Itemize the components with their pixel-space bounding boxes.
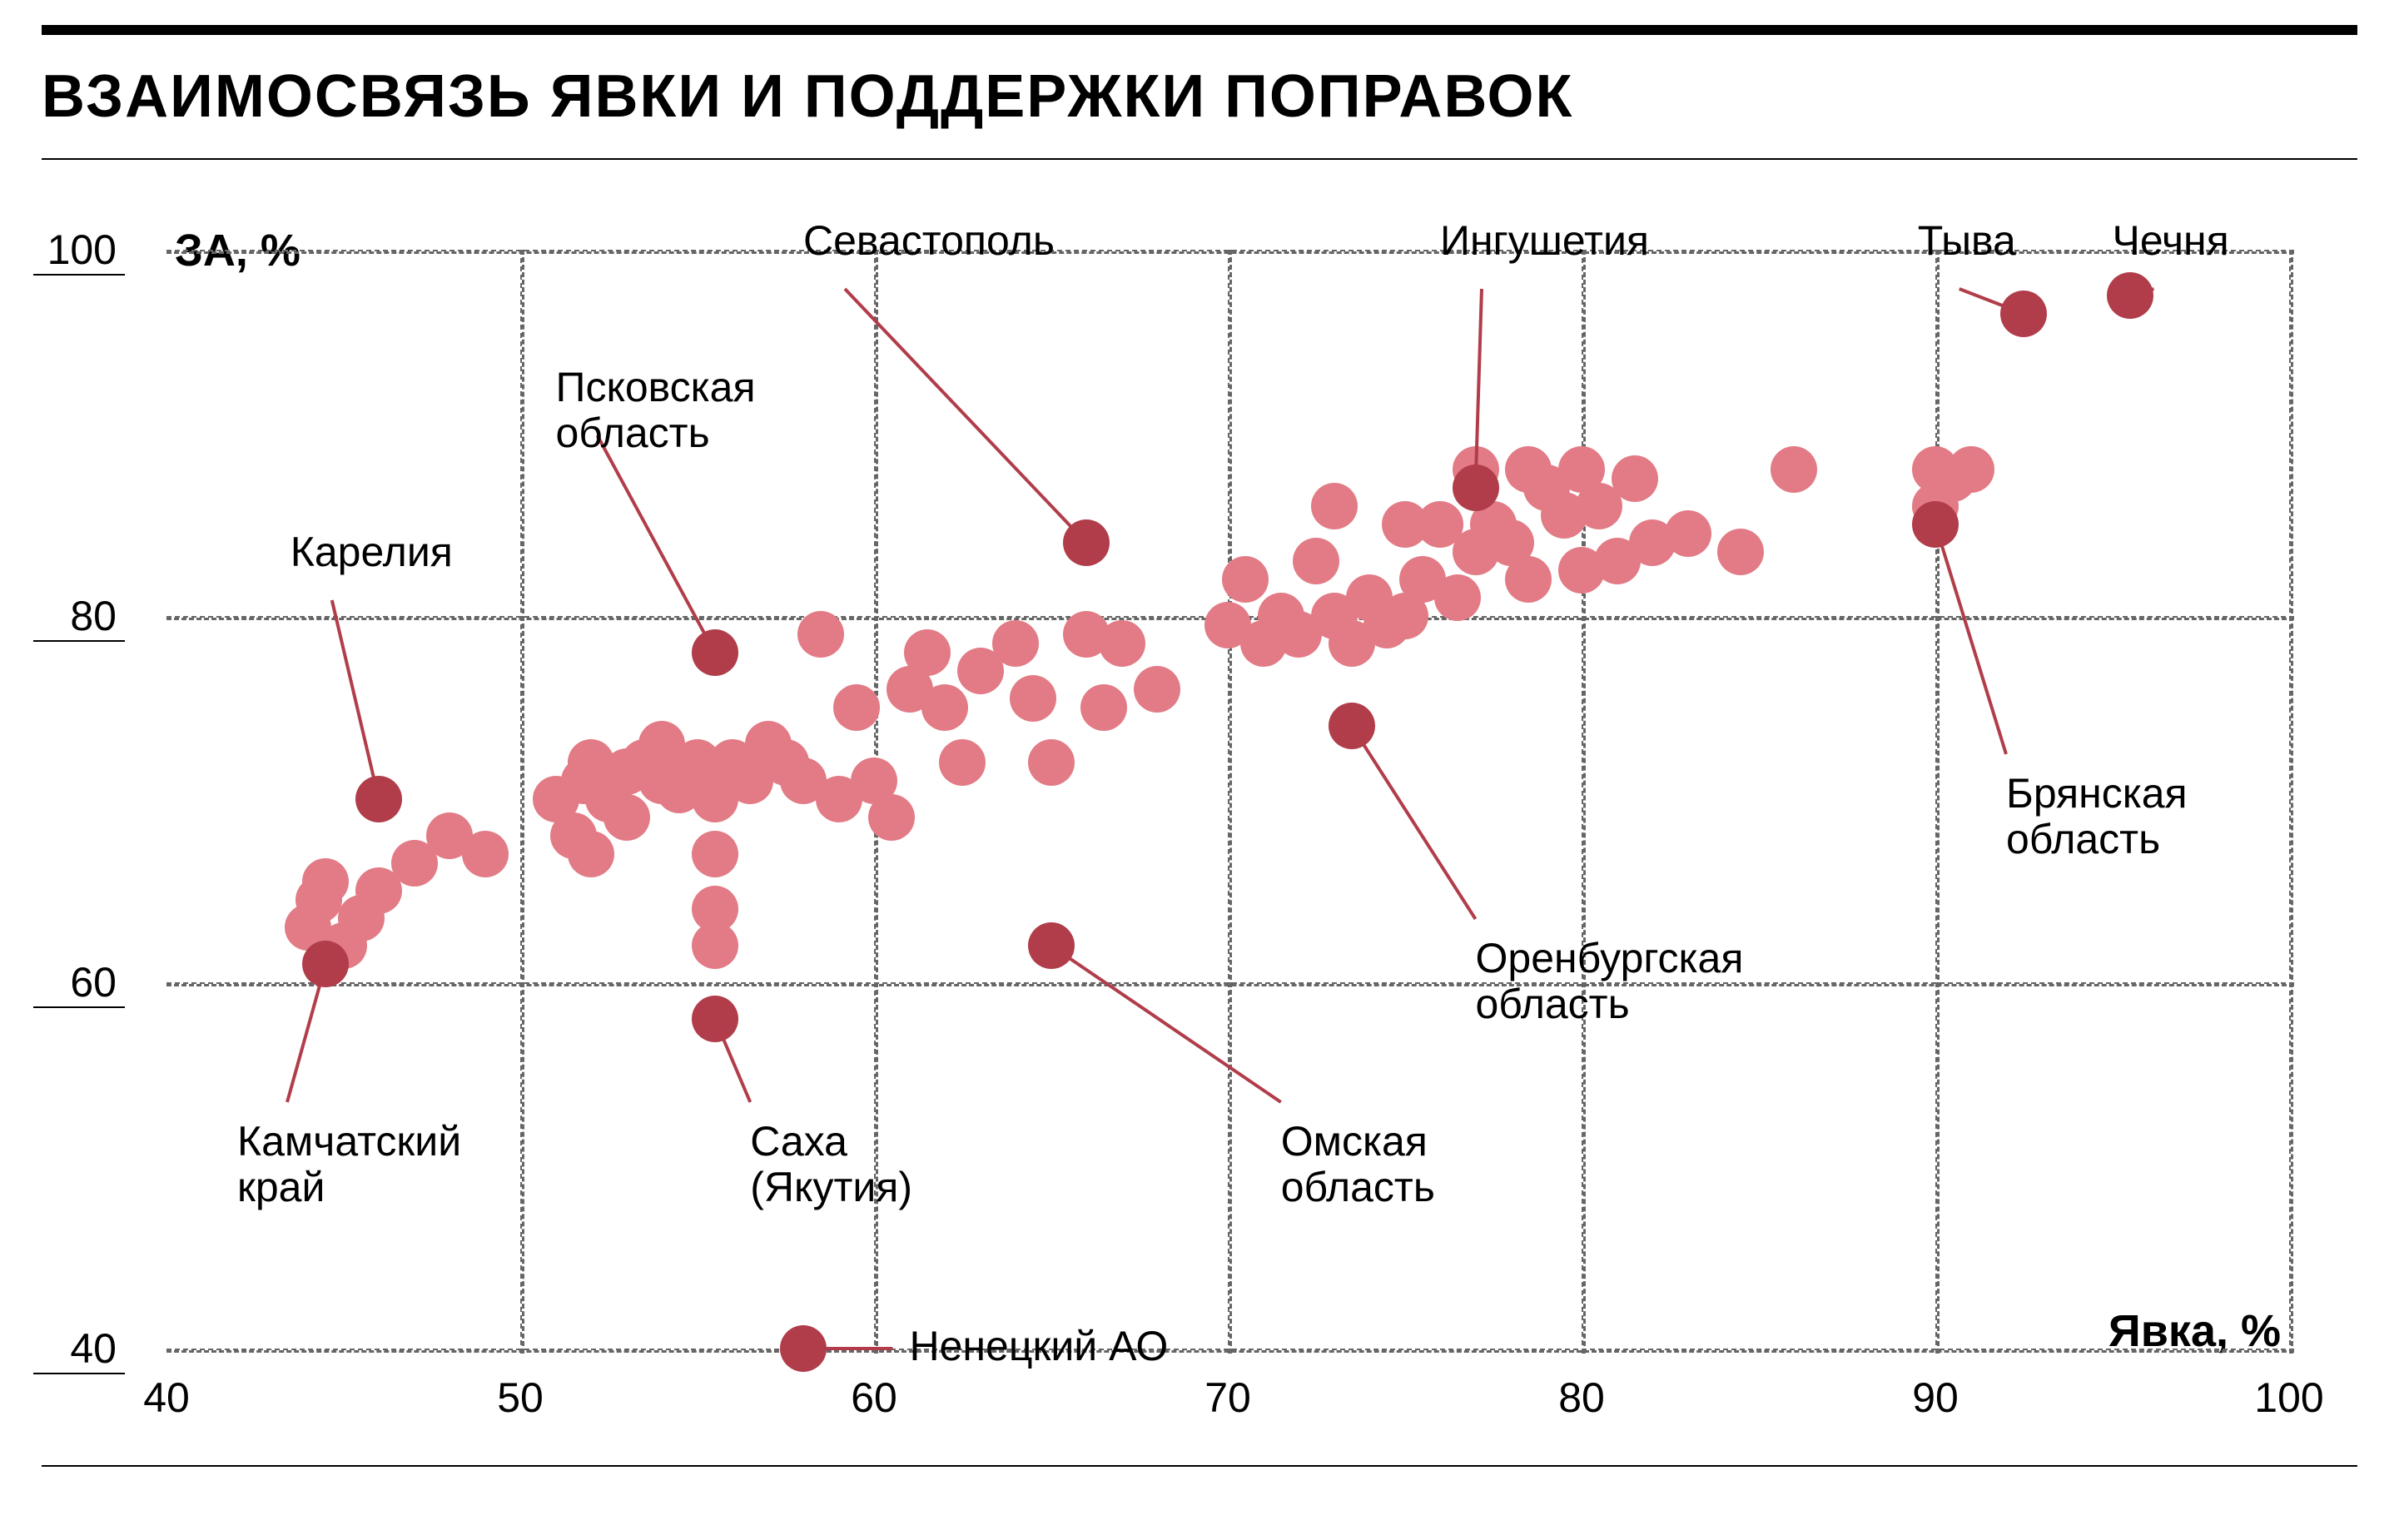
annotation-label: Псковскаяобласть [556, 365, 756, 456]
annotation-label: Чечня [2113, 218, 2229, 264]
annotation-label: Саха(Якутия) [750, 1119, 912, 1210]
bottom-divider [42, 1465, 2357, 1467]
annotation-label: Севастополь [803, 218, 1055, 264]
annotation-label: Омскаяобласть [1281, 1119, 1435, 1210]
chart-container: ВЗАИМОСВЯЗЬ ЯВКИ И ПОДДЕРЖКИ ПОПРАВОК ЗА… [0, 0, 2399, 1540]
annotation-label: Ингушетия [1440, 218, 1649, 264]
top-divider [42, 25, 2357, 35]
annotation-label: Оренбургскаяобласть [1476, 936, 1744, 1027]
annotation-label: Ненецкий АО [910, 1324, 1169, 1369]
plot-area: ЗА, % Явка, % 405060708090100406080100Ка… [166, 250, 2289, 1349]
annotation-label: Брянскаяобласть [2006, 771, 2188, 862]
annotation-label: Карелия [291, 529, 453, 575]
annotation-label: Камчатскийкрай [237, 1119, 461, 1210]
annotation-label: Тыва [1918, 218, 2016, 264]
